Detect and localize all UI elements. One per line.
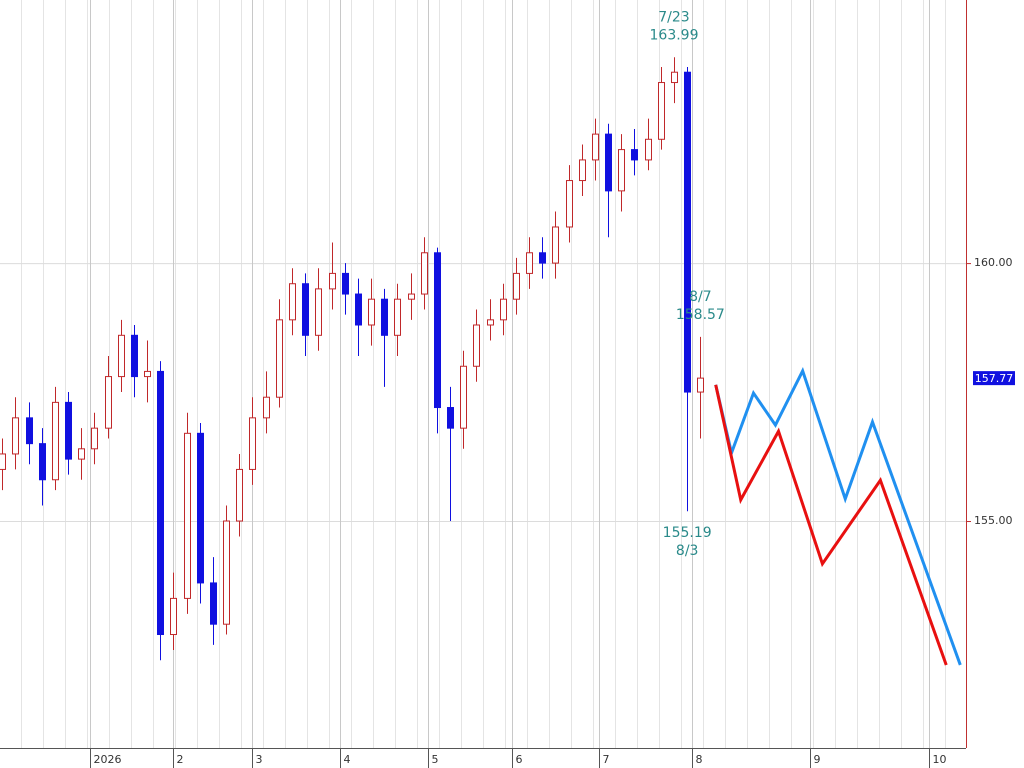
candle-body — [645, 138, 652, 161]
candle-body — [39, 443, 46, 481]
candle-body — [329, 272, 336, 290]
candle-body — [539, 252, 546, 264]
x-tick-label: 3 — [256, 753, 263, 766]
candle-body — [342, 272, 349, 295]
x-tick-label: 2026 — [94, 753, 122, 766]
candle-body — [12, 417, 19, 455]
candle-body — [473, 324, 480, 367]
annotation-date: 7/23 — [658, 9, 689, 25]
candle-body — [592, 133, 599, 161]
candle-body — [447, 407, 454, 429]
projection-line — [714, 384, 948, 666]
candle-body — [552, 226, 559, 264]
candle-body — [618, 149, 625, 192]
candle-body — [605, 133, 612, 192]
candle-body — [500, 298, 507, 321]
candle-body — [579, 159, 586, 182]
candle-body — [684, 71, 691, 393]
x-tick-label: 5 — [432, 753, 439, 766]
x-tick-label: 4 — [344, 753, 351, 766]
candle-body — [315, 288, 322, 336]
candle-body — [460, 365, 467, 429]
candle-body — [566, 180, 573, 228]
candle-body — [434, 252, 441, 409]
candle-body — [170, 597, 177, 636]
x-tick-label: 7 — [603, 753, 610, 766]
projection-line — [714, 367, 962, 666]
candle-body — [302, 283, 309, 336]
candle-body — [52, 401, 59, 481]
annotation-date: 8/3 — [676, 543, 699, 559]
y-tick-label: 160.00 — [974, 256, 1013, 269]
candle-body — [65, 401, 72, 460]
candle-body — [263, 396, 270, 419]
candle-body — [355, 293, 362, 326]
candle-body — [289, 283, 296, 321]
candle-body — [513, 272, 520, 300]
candle-body — [658, 82, 665, 140]
candle-body — [131, 334, 138, 378]
candle-body — [157, 370, 164, 636]
last-price-box — [973, 371, 1015, 386]
candle-body — [0, 453, 6, 470]
candle-body — [671, 71, 678, 84]
candle-body — [197, 432, 204, 584]
candle-body — [631, 149, 638, 161]
x-tick-label: 8 — [696, 753, 703, 766]
x-tick-label: 2 — [177, 753, 184, 766]
candle-body — [26, 417, 33, 445]
candle-body — [118, 334, 125, 378]
candle-body — [408, 293, 415, 300]
annotation-price: 158.57 — [676, 307, 725, 323]
candle-body — [105, 376, 112, 429]
candle-body — [487, 319, 494, 326]
x-tick-label: 6 — [516, 753, 523, 766]
x-tick-label: 9 — [814, 753, 821, 766]
candle-body — [526, 252, 533, 274]
candle-body — [368, 298, 375, 326]
annotation-price: 155.19 — [663, 525, 712, 541]
candle-body — [210, 582, 217, 625]
candle-body — [91, 427, 98, 450]
candle-body — [144, 370, 151, 378]
candle-body — [223, 520, 230, 625]
candle-body — [381, 298, 388, 336]
candle-body — [421, 252, 428, 295]
candle-body — [249, 417, 256, 470]
last-price-label: 157.77 — [975, 372, 1014, 385]
candle-body — [236, 468, 243, 522]
candle-body — [394, 298, 401, 336]
candle-body — [276, 319, 283, 398]
annotation-price: 163.99 — [650, 27, 699, 43]
x-tick-label: 10 — [933, 753, 947, 766]
candle-body — [697, 377, 704, 393]
candle-body — [78, 448, 85, 460]
annotation-date: 8/7 — [689, 289, 712, 305]
y-tick-label: 155.00 — [974, 514, 1013, 527]
candle-body — [184, 432, 191, 599]
